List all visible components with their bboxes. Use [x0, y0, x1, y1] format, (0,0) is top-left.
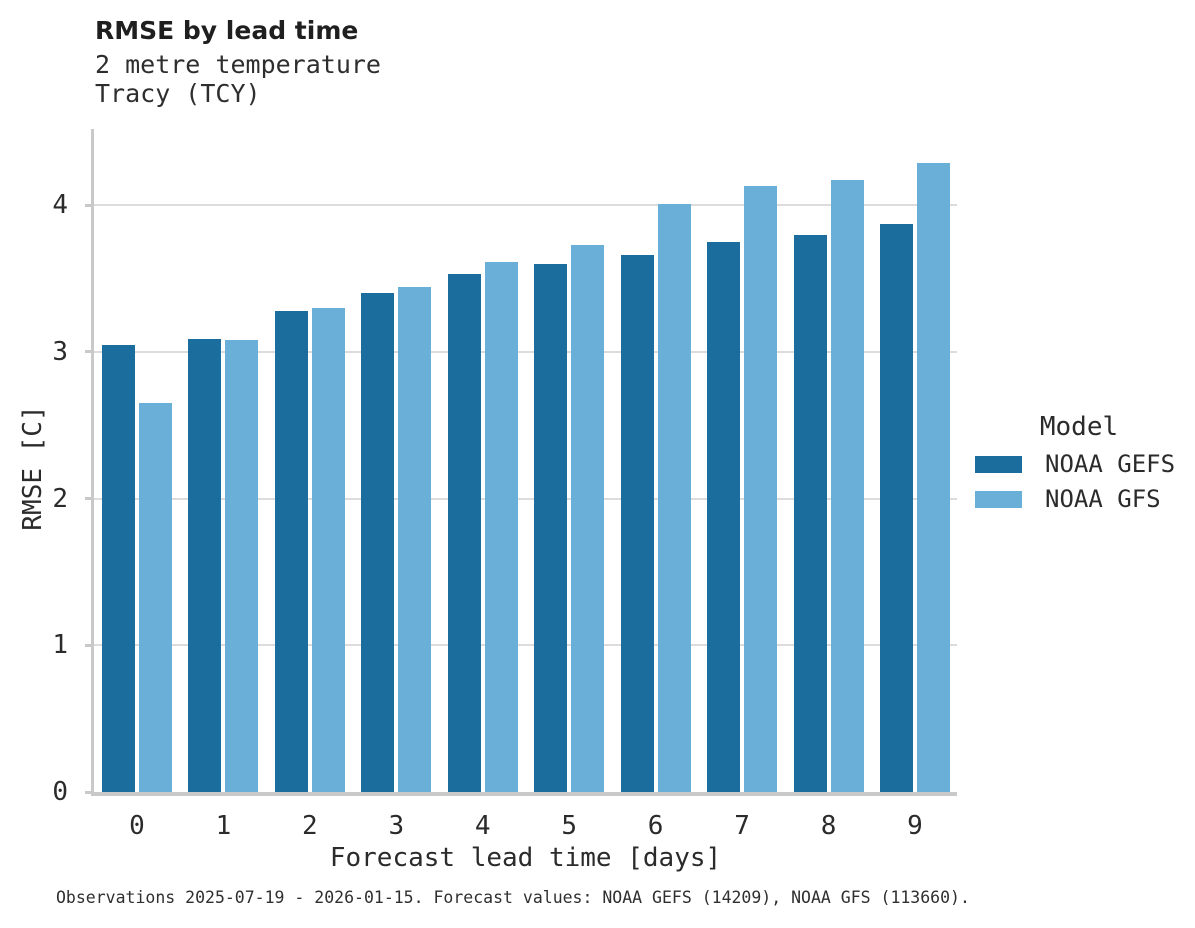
y-tick-label: 2: [52, 483, 68, 514]
bar-gfs-5: [571, 244, 605, 792]
bar-gefs-9: [879, 224, 913, 792]
plot-area: Forecast lead time [days] 0 1 2 3 4 0 1 2 3 4 5 6 7 8…: [52, 129, 957, 873]
legend-label-gefs: NOAA GEFS: [1045, 450, 1176, 478]
y-tick-label: 1: [52, 630, 68, 661]
bar-gefs-7: [707, 241, 741, 792]
x-tick-label: 4: [474, 811, 491, 841]
bar-gefs-1: [188, 338, 222, 792]
legend-item-gefs: NOAA GEFS: [975, 450, 1183, 478]
y-tick-mark: [85, 203, 91, 207]
bar-gefs-8: [793, 234, 827, 792]
legend-title: Model: [1039, 412, 1119, 442]
y-tick-mark: [85, 497, 91, 501]
chart-subtitle-variable: 2 metre temperature: [95, 50, 381, 79]
x-tick-label: 8: [820, 811, 837, 841]
legend-swatch-gefs: [975, 455, 1022, 473]
x-axis-line: [91, 792, 957, 796]
x-axis-title: Forecast lead time [days]: [329, 843, 722, 873]
bar-gfs-9: [916, 162, 950, 792]
gridline-y-3: [94, 350, 957, 353]
bar-gfs-2: [311, 307, 345, 792]
bar-gfs-8: [830, 180, 864, 792]
x-tick-label: 2: [302, 811, 318, 841]
bar-gfs-7: [744, 186, 778, 792]
bar-gefs-4: [447, 274, 481, 792]
x-tick-label: 7: [734, 811, 750, 841]
bar-gefs-3: [361, 293, 395, 792]
y-tick-label: 4: [52, 190, 68, 221]
gridline-y-1: [94, 644, 957, 647]
y-tick-label: 0: [52, 777, 68, 807]
legend-swatch-gfs: [975, 490, 1022, 508]
y-axis-line: [91, 129, 94, 795]
gridline-y-2: [94, 497, 957, 500]
y-tick-label: 3: [52, 336, 68, 367]
bar-gefs-5: [534, 263, 568, 792]
legend-label-gfs: NOAA GFS: [1045, 485, 1161, 513]
legend-item-gfs: NOAA GFS: [975, 485, 1183, 513]
y-tick-mark: [85, 790, 91, 794]
bar-gfs-6: [657, 203, 691, 792]
bar-gefs-2: [274, 310, 308, 792]
bar-gefs-0: [102, 344, 135, 792]
x-tick-label: 9: [907, 811, 923, 841]
caption: Observations 2025-07-19 - 2026-01-15. Fo…: [56, 888, 970, 907]
bar-gefs-6: [620, 255, 654, 792]
chart-subtitle-station: Tracy (TCY): [95, 79, 261, 108]
bar-gfs-0: [139, 403, 172, 792]
y-tick-mark: [85, 350, 91, 354]
bar-gfs-1: [225, 340, 259, 792]
x-tick-label: 5: [561, 811, 578, 841]
x-tick-label: 6: [647, 811, 664, 841]
chart-title: RMSE by lead time: [95, 16, 359, 45]
x-tick-label: 0: [129, 811, 145, 841]
bar-gfs-4: [484, 262, 518, 792]
gridline-y-4: [94, 204, 957, 207]
x-tick-label: 3: [388, 811, 405, 841]
y-tick-mark: [85, 643, 91, 647]
legend: Model NOAA GEFS NOAA GFS: [975, 411, 1183, 522]
bar-gfs-3: [398, 287, 432, 792]
x-tick-label: 1: [215, 811, 232, 841]
